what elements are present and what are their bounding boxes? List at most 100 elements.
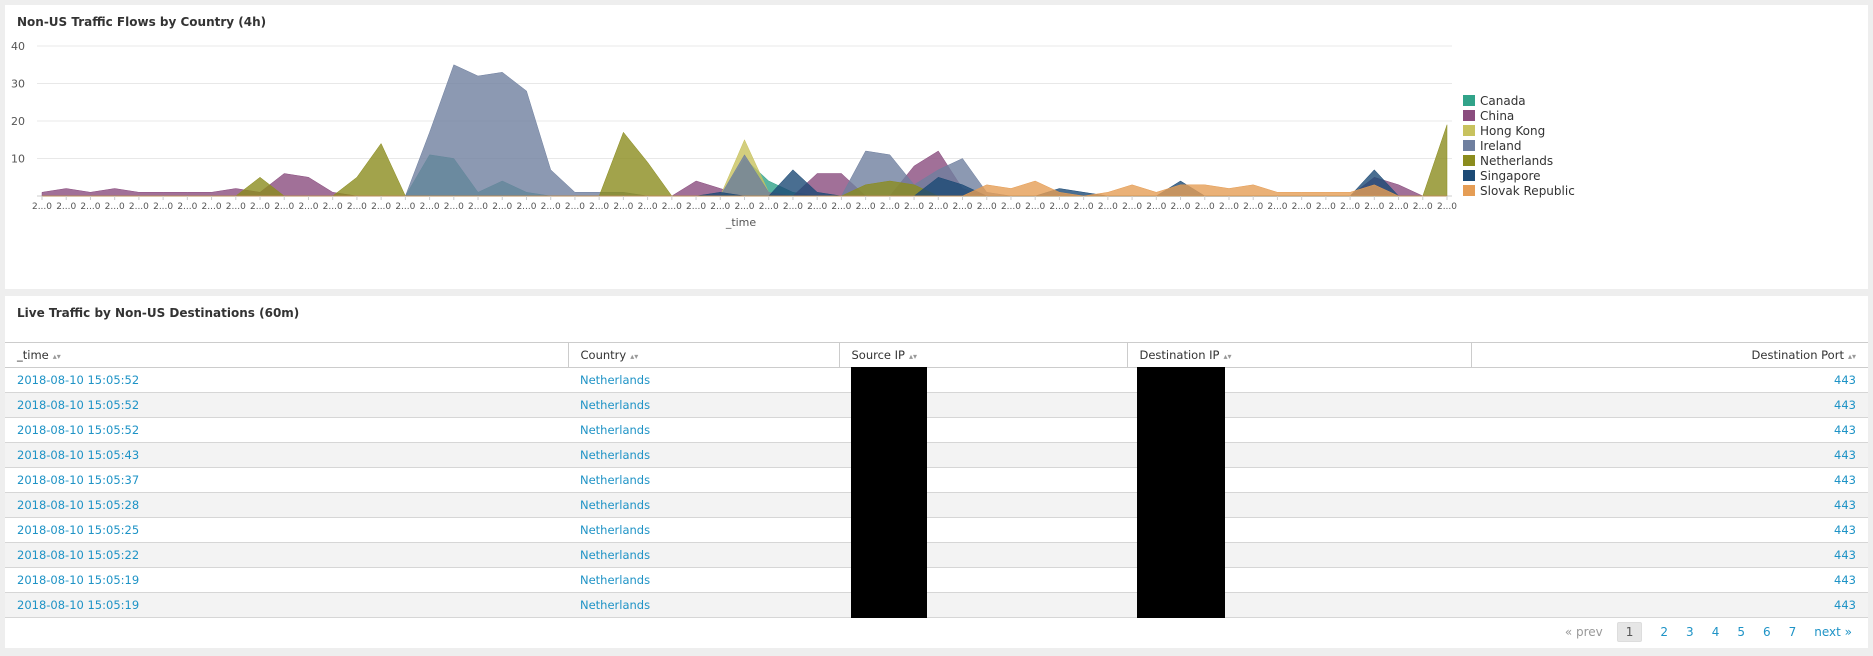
column-header-country[interactable]: Country ▴▾: [568, 342, 840, 368]
x-tick-label: 2...0: [516, 202, 536, 212]
legend-item-singapore[interactable]: Singapore: [1463, 169, 1541, 183]
table-row[interactable]: 2018-08-10 15:05:52 Netherlands 443: [5, 392, 1868, 418]
legend-label: Ireland: [1480, 139, 1522, 153]
x-tick-label: 2...0: [420, 202, 440, 212]
column-header-time[interactable]: _time ▴▾: [5, 342, 569, 368]
page-1-link[interactable]: 1: [1616, 622, 1643, 642]
table-row[interactable]: 2018-08-10 15:05:28 Netherlands 443: [5, 492, 1868, 518]
y-tick-label: 10: [11, 153, 25, 166]
column-header-label: Destination IP: [1139, 348, 1220, 362]
table-row[interactable]: 2018-08-10 15:05:37 Netherlands 443: [5, 467, 1868, 493]
prev-page-link[interactable]: « prev: [1564, 625, 1603, 639]
cell-time[interactable]: 2018-08-10 15:05:52: [5, 367, 568, 393]
x-tick-label: 2...0: [1437, 202, 1457, 212]
cell-time[interactable]: 2018-08-10 15:05:22: [5, 542, 568, 568]
page-6-link[interactable]: 6: [1762, 625, 1771, 639]
x-tick-label: 2...0: [1292, 202, 1312, 212]
cell-country[interactable]: Netherlands: [568, 392, 839, 418]
sort-icon[interactable]: ▴▾: [630, 352, 639, 361]
column-header-source-ip[interactable]: Source IP ▴▾: [839, 342, 1128, 368]
cell-destination-port[interactable]: 443: [1471, 442, 1868, 468]
page-5-link[interactable]: 5: [1737, 625, 1745, 639]
sort-icon[interactable]: ▴▾: [52, 352, 61, 361]
page-2-link[interactable]: 2: [1660, 625, 1669, 639]
cell-time[interactable]: 2018-08-10 15:05:25: [5, 517, 568, 543]
cell-destination-port[interactable]: 443: [1471, 567, 1868, 593]
x-tick-label: 2...0: [395, 202, 415, 212]
cell-destination-port[interactable]: 443: [1471, 417, 1868, 443]
table-row[interactable]: 2018-08-10 15:05:52 Netherlands 443: [5, 417, 1868, 443]
page-3-link[interactable]: 3: [1686, 625, 1694, 639]
cell-time[interactable]: 2018-08-10 15:05:19: [5, 567, 568, 593]
page-4-link[interactable]: 4: [1711, 625, 1720, 639]
area-chart: 10 20 30 40 2...0 2...0 2...0 2...0 2...0 2...0 2.…: [11, 40, 1575, 229]
legend-swatch: [1463, 170, 1475, 181]
x-tick-label: 2...0: [734, 202, 754, 212]
x-tick-label: 2...0: [904, 202, 924, 212]
legend-item-china[interactable]: China: [1463, 109, 1514, 123]
table-row[interactable]: 2018-08-10 15:05:22 Netherlands 443: [5, 542, 1868, 568]
cell-time[interactable]: 2018-08-10 15:05:28: [5, 492, 568, 518]
legend-item-hong-kong[interactable]: Hong Kong: [1463, 124, 1545, 138]
cell-destination-port[interactable]: 443: [1471, 367, 1868, 393]
sort-icon[interactable]: ▴▾: [908, 352, 918, 361]
x-tick-label: 2...0: [468, 202, 488, 212]
redacted-source-ip-block: [851, 367, 927, 618]
table-row[interactable]: 2018-08-10 15:05:52 Netherlands 443: [5, 367, 1868, 393]
legend-swatch: [1463, 95, 1475, 106]
page-7-link[interactable]: 7: [1788, 625, 1797, 639]
x-tick-label: 2...0: [1146, 202, 1166, 212]
cell-destination-port[interactable]: 443: [1471, 592, 1868, 618]
x-tick-label: 2...0: [686, 202, 706, 212]
x-tick-label: 2...0: [347, 202, 367, 212]
column-header-destination-ip[interactable]: Destination IP ▴▾: [1127, 342, 1472, 368]
cell-country[interactable]: Netherlands: [568, 367, 839, 393]
x-tick-label: 2...0: [80, 202, 100, 212]
cell-destination-port[interactable]: 443: [1471, 467, 1868, 493]
cell-country[interactable]: Netherlands: [568, 492, 839, 518]
chart-panel-title: Non-US Traffic Flows by Country (4h): [17, 15, 267, 29]
cell-destination-port[interactable]: 443: [1471, 492, 1868, 518]
cell-time[interactable]: 2018-08-10 15:05:19: [5, 592, 568, 618]
cell-country[interactable]: Netherlands: [568, 567, 839, 593]
table-row[interactable]: 2018-08-10 15:05:43 Netherlands 443: [5, 442, 1868, 468]
x-tick-label: 2...0: [1001, 202, 1021, 212]
cell-destination-port[interactable]: 443: [1471, 517, 1868, 543]
cell-time[interactable]: 2018-08-10 15:05:52: [5, 417, 568, 443]
legend-item-netherlands[interactable]: Netherlands: [1463, 154, 1553, 168]
legend-swatch: [1463, 110, 1475, 121]
cell-country[interactable]: Netherlands: [568, 542, 839, 568]
column-header-label: _time: [17, 348, 49, 362]
cell-country[interactable]: Netherlands: [568, 592, 839, 618]
table-row[interactable]: 2018-08-10 15:05:25 Netherlands 443: [5, 517, 1868, 543]
table-body: 2018-08-10 15:05:52 Netherlands 443 2018-08…: [5, 367, 1868, 618]
next-page-link[interactable]: next »: [1814, 625, 1852, 639]
legend-item-ireland[interactable]: Ireland: [1463, 139, 1522, 153]
cell-time[interactable]: 2018-08-10 15:05:37: [5, 467, 568, 493]
x-tick-label: 2...0: [638, 202, 658, 212]
x-tick-label: 2...0: [977, 202, 997, 212]
sort-icon[interactable]: ▴▾: [1223, 352, 1232, 361]
table-row[interactable]: 2018-08-10 15:05:19 Netherlands 443: [5, 592, 1868, 618]
cell-time[interactable]: 2018-08-10 15:05:52: [5, 392, 568, 418]
sort-icon[interactable]: ▴▾: [1847, 352, 1856, 361]
cell-country[interactable]: Netherlands: [568, 417, 839, 443]
table-row[interactable]: 2018-08-10 15:05:19 Netherlands 443: [5, 567, 1868, 593]
column-header-label: Country: [580, 348, 627, 362]
column-header-destination-port[interactable]: Destination Port ▴▾: [1471, 342, 1868, 368]
cell-time[interactable]: 2018-08-10 15:05:43: [5, 442, 568, 468]
cell-destination-port[interactable]: 443: [1471, 542, 1868, 568]
legend-swatch: [1463, 140, 1475, 151]
x-axis-label: _time: [725, 216, 757, 229]
x-tick-label: 2...0: [56, 202, 76, 212]
cell-country[interactable]: Netherlands: [568, 517, 839, 543]
x-tick-label: 2...0: [952, 202, 972, 212]
redacted-destination-ip-block: [1137, 367, 1225, 618]
legend-item-slovak-republic[interactable]: Slovak Republic: [1463, 184, 1575, 198]
cell-destination-port[interactable]: 443: [1471, 392, 1868, 418]
cell-country[interactable]: Netherlands: [568, 467, 839, 493]
column-header-label: Source IP: [851, 348, 905, 362]
cell-country[interactable]: Netherlands: [568, 442, 839, 468]
column-header-label: Destination Port: [1751, 348, 1844, 362]
legend-item-canada[interactable]: Canada: [1463, 94, 1526, 108]
